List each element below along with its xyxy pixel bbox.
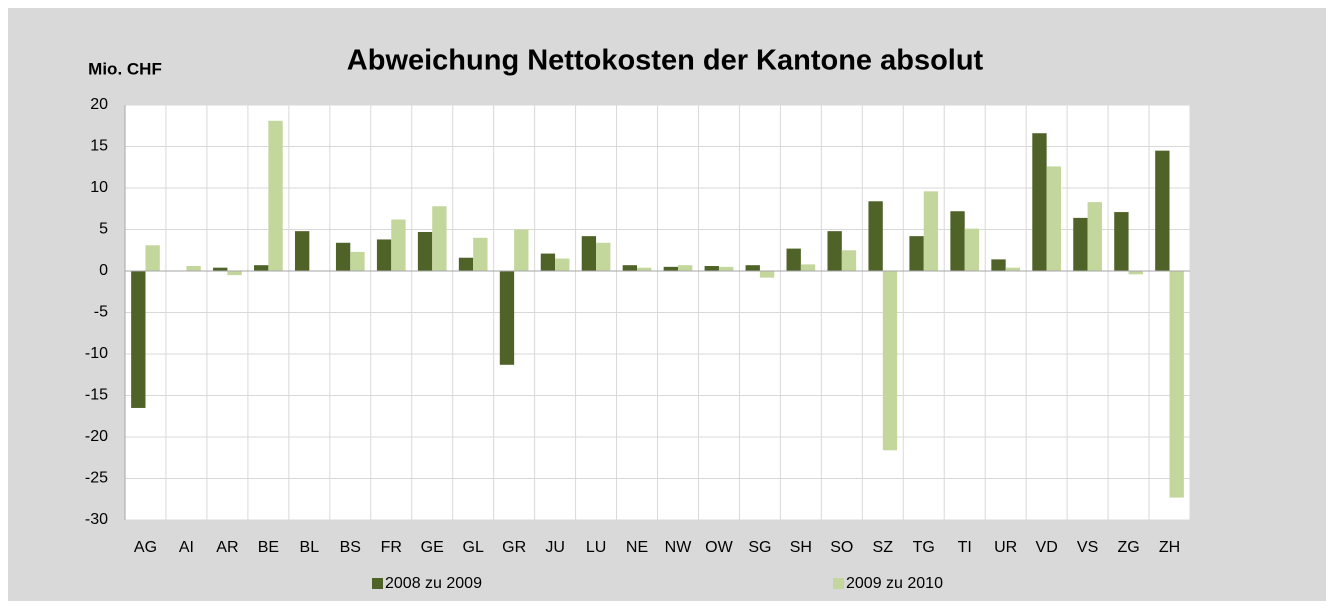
x-tick-label: AI	[179, 539, 194, 556]
bar	[268, 120, 283, 272]
bar	[294, 231, 310, 271]
bar	[759, 271, 775, 278]
bar	[718, 266, 734, 271]
x-tick-label: VD	[1036, 539, 1058, 556]
x-tick-label: GR	[502, 539, 526, 556]
y-tick-label: 20	[90, 96, 108, 113]
bar	[1005, 267, 1021, 271]
x-tick-label: AR	[216, 539, 238, 556]
bar	[186, 266, 201, 271]
bar	[254, 265, 269, 271]
x-tick-label: GE	[421, 539, 444, 556]
x-tick-label: UR	[994, 539, 1017, 556]
bar	[514, 229, 529, 271]
bar	[841, 250, 857, 271]
bar	[1128, 271, 1143, 275]
bar	[950, 211, 965, 271]
bar	[432, 206, 447, 271]
bar	[786, 248, 801, 271]
bar	[213, 267, 228, 271]
bar	[1046, 166, 1061, 271]
x-tick-label: SO	[830, 539, 853, 556]
bar	[1155, 150, 1170, 271]
y-tick-label: -5	[94, 304, 108, 321]
chart-title: Abweichung Nettokosten der Kantone absol…	[347, 45, 984, 77]
x-tick-label: JU	[545, 539, 565, 556]
bar	[540, 253, 556, 271]
bar	[923, 191, 939, 271]
bar	[391, 219, 406, 271]
x-tick-label: GL	[463, 539, 484, 556]
bar	[227, 271, 242, 276]
bar	[555, 258, 570, 271]
bar	[827, 231, 842, 271]
bar	[704, 266, 719, 271]
bar	[145, 245, 160, 271]
legend-swatch	[372, 578, 383, 589]
x-tick-label: LU	[586, 539, 606, 556]
bar	[991, 259, 1006, 271]
y-tick-label: 0	[99, 262, 108, 279]
x-tick-label: NE	[626, 539, 648, 556]
bar	[1073, 217, 1088, 271]
x-tick-label: TI	[958, 539, 972, 556]
x-tick-label: OW	[705, 539, 733, 556]
bar	[376, 239, 392, 271]
bar	[458, 257, 474, 271]
bar	[335, 242, 351, 271]
x-tick-label: SG	[748, 539, 771, 556]
legend-label: 2009 zu 2010	[846, 575, 943, 592]
y-axis-label: Mio. CHF	[88, 59, 162, 78]
bar	[1032, 133, 1047, 271]
bar	[868, 201, 883, 271]
x-tick-label: ZH	[1159, 539, 1180, 556]
legend-label: 2008 zu 2009	[385, 575, 482, 592]
bar	[499, 271, 515, 365]
bar	[473, 237, 488, 271]
bar	[677, 265, 693, 271]
bar	[745, 265, 760, 271]
bar	[622, 265, 638, 271]
y-tick-label: 10	[90, 179, 108, 196]
bar	[350, 251, 365, 271]
x-tick-label: VS	[1077, 539, 1098, 556]
bar	[800, 264, 816, 271]
x-tick-label: BL	[300, 539, 320, 556]
bar	[1087, 202, 1102, 271]
bar	[637, 267, 652, 271]
bar	[1169, 271, 1184, 498]
bar	[131, 271, 146, 408]
bar	[882, 271, 898, 451]
x-tick-label: SZ	[873, 539, 894, 556]
y-tick-label: -10	[85, 345, 108, 362]
y-tick-label: -25	[85, 470, 108, 487]
x-tick-label: BS	[340, 539, 361, 556]
y-tick-label: -30	[85, 511, 108, 528]
bar	[964, 228, 980, 271]
y-tick-label: -15	[85, 387, 108, 404]
x-tick-label: TG	[913, 539, 935, 556]
x-tick-label: SH	[790, 539, 812, 556]
bar	[663, 266, 678, 271]
x-tick-label: BE	[258, 539, 279, 556]
x-tick-label: NW	[665, 539, 693, 556]
x-tick-label: AG	[134, 539, 157, 556]
bar	[581, 236, 597, 271]
bar	[596, 242, 611, 271]
x-tick-label: FR	[381, 539, 402, 556]
bar	[417, 231, 433, 271]
bar	[909, 236, 924, 271]
y-tick-label: 15	[90, 138, 108, 155]
y-tick-label: -20	[85, 428, 108, 445]
bar	[1114, 212, 1129, 271]
legend-swatch	[833, 578, 844, 589]
x-tick-label: ZG	[1117, 539, 1139, 556]
y-tick-label: 5	[99, 221, 108, 238]
